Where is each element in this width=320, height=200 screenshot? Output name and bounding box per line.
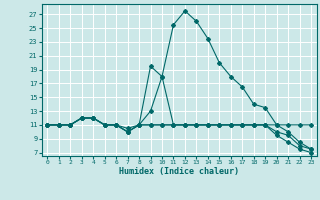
X-axis label: Humidex (Indice chaleur): Humidex (Indice chaleur) bbox=[119, 167, 239, 176]
